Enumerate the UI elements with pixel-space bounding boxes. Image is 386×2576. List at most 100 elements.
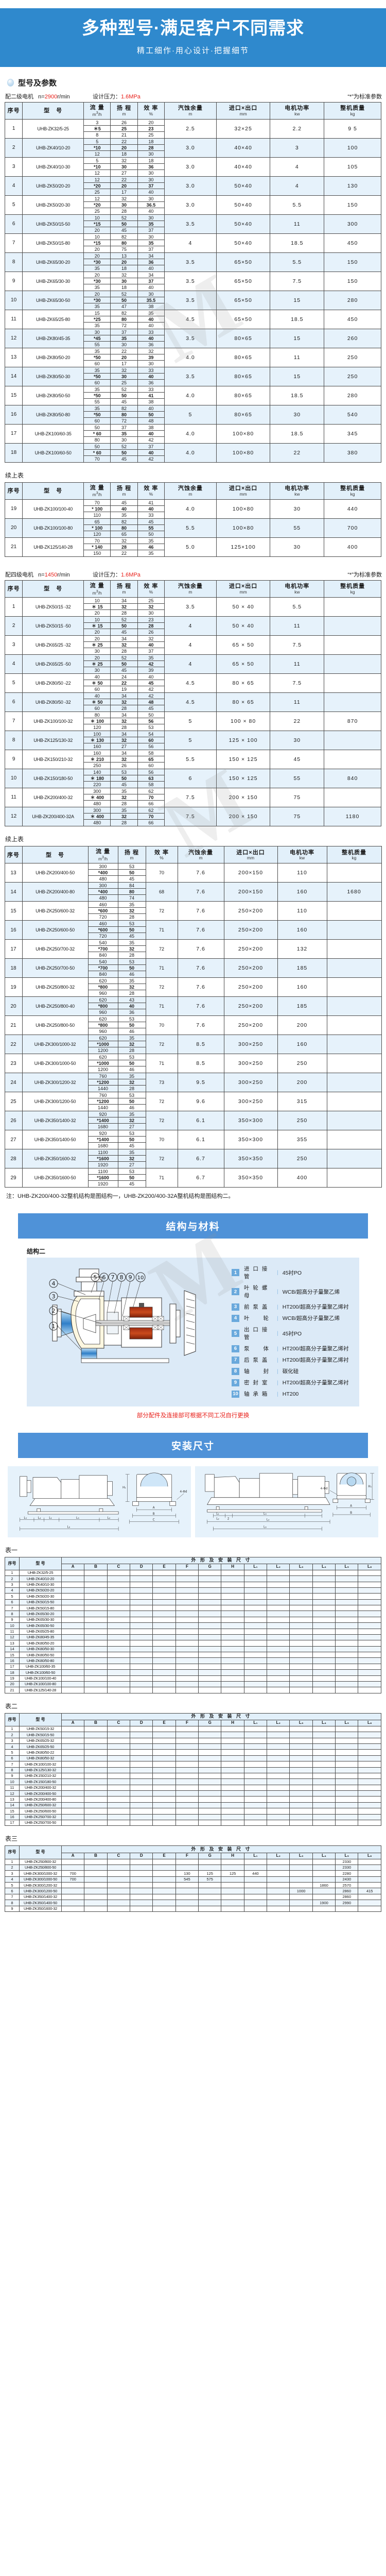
product-spec-page: 多种型号·满足客户不同需求 精工细作·用心设计·把握细节 型号及参数 配二级电机… [0,8,386,1912]
cell-dim [61,1767,85,1773]
cell-mass [326,1111,382,1131]
cell-dim [107,1749,131,1756]
stacked-value: *600 [88,927,118,934]
cell-index: 2 [4,138,23,158]
th-mass: 整机质量 kg [326,846,382,864]
th-npsh: 汽蚀余量 m [164,101,217,120]
table-row: 18 UHB-ZK100/60-50 [5,1669,381,1676]
cell-dim [243,1808,268,1815]
stacked-value: 60 [94,361,100,366]
cell-dim: 2330 [335,1864,359,1871]
cell-mass [324,597,381,617]
cell-dim [312,1888,336,1894]
cell-dim [61,1858,85,1865]
cell-model: UHB-ZK300/1200-50 [22,1092,89,1112]
stacked-value: 36 [137,164,165,170]
cell-index: 9 [5,1905,20,1912]
cell-ports: 65 × 50 [216,635,271,655]
cell-dim [130,1882,153,1889]
stacked-value: 35 [111,431,137,437]
cell-stacked: 34 37 40 [137,271,165,291]
cell-dim [312,1628,336,1635]
cell-stacked: 52 50 45 [110,443,138,463]
cell-model: UHB-ZK80/50-80 [19,1657,62,1664]
cell-index: 18 [4,958,23,978]
stacked-value: 30 [148,170,154,176]
cell-index: 5 [4,195,23,215]
cell-dim [130,1905,153,1912]
cell-dim [84,1864,108,1871]
cell-dim [335,1905,359,1912]
stacked-value: 72 [121,418,127,423]
cell-dim [175,1784,199,1791]
cell-dim [107,1905,131,1912]
table-row: 14 UHB-ZK80/50-30 [5,1646,381,1653]
cell-dim [221,1725,244,1733]
cell-model: UHB-ZK50/15-50 [19,1732,62,1738]
cell-dim [289,1882,313,1889]
cell-ports: 65×50 [216,309,271,329]
cell-dim [84,1888,108,1894]
th-model: 型 号 [22,580,84,598]
stacked-value: *20 [84,202,111,208]
cell-dim [175,1622,199,1629]
cell-dim [198,1599,222,1606]
stacked-value: 58 [148,782,154,788]
stacked-value: 30 [137,177,165,183]
cell-stacked: 30 37 40 [137,176,165,196]
stacked-value: 20 [111,259,137,265]
cell-dim [61,1599,85,1606]
cell-model: UHB-ZK50/20-30 [22,195,84,215]
cell-dim [84,1737,108,1744]
cell-dim [130,1778,153,1785]
cell-dim [358,1819,381,1826]
cell-dim [152,1755,176,1762]
cell-model: UHB-ZK50/15-50 [19,1599,62,1606]
cell-model: UHB-ZK50/15-80 [19,1604,62,1612]
cell-dim [175,1611,199,1617]
stacked-value: 50 [84,444,111,450]
cell-dim [198,1772,222,1780]
cell-value: 72 [145,1111,178,1131]
cell-dim [198,1657,222,1664]
cell-dim [61,1611,85,1617]
cell-dim [61,1732,85,1738]
cell-dim [312,1761,336,1768]
section-title-models: 型号及参数 [18,78,57,88]
cell-dim [198,1604,222,1612]
cell-dim [84,1628,108,1635]
cell-dim [198,1651,222,1658]
th-mass: 整机质量 kg [324,580,381,598]
cell-dim [130,1611,153,1617]
stacked-value: 720 [99,934,107,939]
cell-ports: 100×80 [216,423,271,444]
design-pressure-2pole: 设计压力：1.6MPa [93,93,141,100]
cell-dim [335,1808,359,1815]
cell-dim [221,1651,244,1658]
stacked-value: 80 [111,525,137,531]
cell-stacked: 35 42 39 [137,654,165,674]
cell-model: UHB-ZK50/15-50 [22,214,84,234]
cell-dim [267,1743,290,1750]
cell-dim [312,1819,336,1826]
cell-dim [358,1900,381,1906]
cell-dim [358,1743,381,1750]
table-row: 5 UHB-ZK80/50-22 [5,1749,381,1756]
stacked-value: 80 [111,240,137,246]
stacked-value: 45 [121,630,127,635]
cell-dim: 125 [221,1870,244,1877]
cell-ports: 100 × 80 [216,711,271,732]
cell-dim: 125 [198,1870,222,1877]
cell-npsh: 9.5 [177,1073,224,1093]
cell-stacked: 50 56 53 [137,711,165,732]
cell-dim [243,1681,268,1688]
cell-dim [198,1767,222,1773]
cell-dim [243,1864,268,1871]
cell-dim [221,1772,244,1780]
stacked-value: 42 [148,687,154,692]
part-material: 45衬PO [282,1330,302,1337]
cell-npsh: 3.0 [164,157,217,177]
